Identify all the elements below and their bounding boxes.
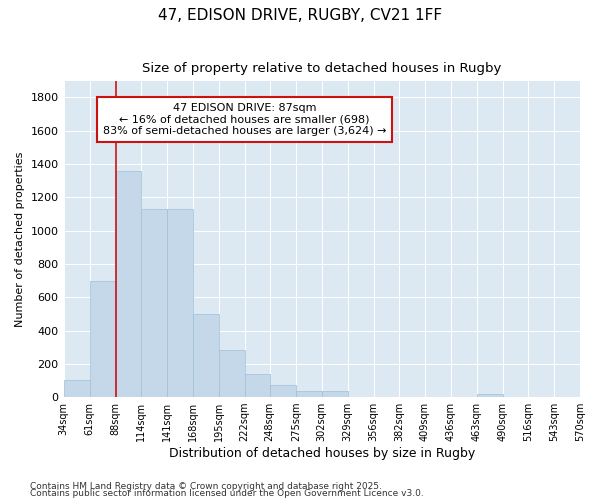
Bar xyxy=(322,392,348,397)
Bar xyxy=(64,380,89,397)
Bar xyxy=(270,386,296,397)
Bar xyxy=(116,170,140,397)
Text: 47 EDISON DRIVE: 87sqm
← 16% of detached houses are smaller (698)
83% of semi-de: 47 EDISON DRIVE: 87sqm ← 16% of detached… xyxy=(103,103,386,136)
Bar xyxy=(89,280,116,397)
Bar xyxy=(167,209,193,397)
Text: Contains public sector information licensed under the Open Government Licence v3: Contains public sector information licen… xyxy=(30,490,424,498)
Bar xyxy=(245,374,270,397)
Bar xyxy=(140,209,167,397)
Bar xyxy=(218,350,245,397)
X-axis label: Distribution of detached houses by size in Rugby: Distribution of detached houses by size … xyxy=(169,447,475,460)
Y-axis label: Number of detached properties: Number of detached properties xyxy=(15,152,25,326)
Text: 47, EDISON DRIVE, RUGBY, CV21 1FF: 47, EDISON DRIVE, RUGBY, CV21 1FF xyxy=(158,8,442,22)
Text: Contains HM Land Registry data © Crown copyright and database right 2025.: Contains HM Land Registry data © Crown c… xyxy=(30,482,382,491)
Bar xyxy=(477,394,503,397)
Bar xyxy=(193,314,218,397)
Bar xyxy=(296,392,322,397)
Title: Size of property relative to detached houses in Rugby: Size of property relative to detached ho… xyxy=(142,62,502,76)
